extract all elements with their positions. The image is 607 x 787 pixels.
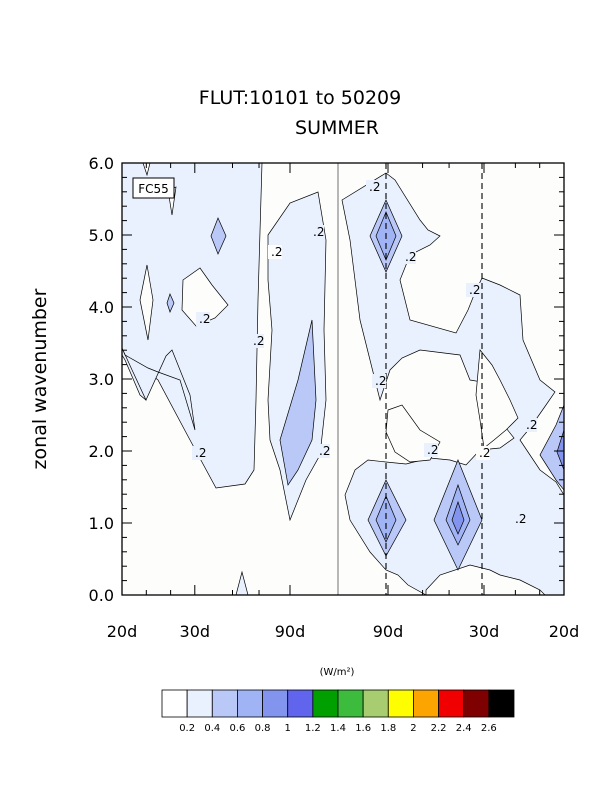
contour-label: .2 (199, 312, 210, 326)
colorbar-swatch (287, 689, 314, 718)
x-tick-label: 90d (373, 622, 404, 641)
colorbar-swatch (211, 689, 238, 718)
contour-labels: .2 .2 .2 .2 .2 .2 .2 .2 .2 .2 .2 .2 .2 .… (192, 180, 537, 526)
colorbar-label: 0.6 (229, 723, 245, 734)
contour-hole (475, 349, 519, 449)
contour-label: .2 (405, 250, 416, 264)
x-tick-label: 20d (549, 622, 580, 641)
colorbar-label: 1.2 (305, 723, 321, 734)
y-tick-label: 4.0 (89, 298, 114, 317)
colorbar-swatch (312, 689, 339, 718)
contour-region (539, 404, 564, 491)
panel-label-box (132, 177, 175, 199)
colorbar: 0.2 0.4 0.6 0.8 1 1.2 1.4 1.6 1.8 2 2.2 2.4 2.6 (161, 689, 515, 734)
contour-region (210, 217, 227, 255)
x-axis: 20d 30d 90d 90d 30d 20d (107, 163, 580, 641)
contour-hole (142, 163, 151, 177)
colorbar-label: 1 (285, 723, 291, 734)
contour-region (235, 570, 249, 595)
chart-title: FLUT:10101 to 50209 (199, 87, 401, 109)
colorbar-swatch (237, 689, 263, 718)
contour-label: .2 (526, 418, 537, 432)
contour-label: .2 (195, 446, 206, 460)
colorbar-swatch (438, 689, 465, 718)
contour-label: .2 (375, 374, 386, 388)
colorbar-swatch (262, 689, 289, 718)
colorbar-swatch (463, 689, 490, 718)
y-tick-label: 5.0 (89, 226, 114, 245)
contour-region (341, 172, 564, 595)
colorbar-swatch (488, 689, 515, 718)
units-label: (W/m²) (320, 667, 355, 678)
chart-subtitle: SUMMER (295, 117, 379, 139)
contour-hole (425, 564, 546, 595)
x-tick-label: 30d (469, 622, 500, 641)
panel-label: FC55 (138, 182, 169, 196)
contour-region (166, 293, 175, 313)
colorbar-swatch (413, 689, 439, 718)
x-tick-label: 30d (180, 622, 211, 641)
x-tick-label: 20d (107, 622, 138, 641)
colorbar-label: 1.4 (330, 723, 346, 734)
y-axis-label: zonal wavenumber (29, 288, 51, 469)
colorbar-label: 2.6 (481, 723, 497, 734)
y-tick-label: 2.0 (89, 442, 114, 461)
colorbar-label: 0.2 (179, 723, 195, 734)
contour-label: .2 (479, 446, 490, 460)
colorbar-label: 0.8 (255, 723, 271, 734)
colorbar-swatch (161, 689, 188, 718)
contour-region (451, 500, 465, 535)
contour-region (122, 347, 196, 431)
contour-fill-layer (122, 163, 564, 595)
colorbar-swatch (362, 689, 389, 718)
colorbar-label: 2.2 (431, 723, 447, 734)
contour-label: .2 (469, 283, 480, 297)
y-tick-label: 3.0 (89, 370, 114, 389)
contour-region (556, 429, 564, 471)
contour-label: .2 (427, 443, 438, 457)
contour-label: .2 (271, 245, 282, 259)
y-tick-label: 0.0 (89, 586, 114, 605)
colorbar-label: 0.4 (204, 723, 220, 734)
contour-label: .2 (313, 225, 324, 239)
colorbar-swatch (387, 689, 414, 718)
colorbar-swatch (186, 689, 213, 718)
contour-label: .2 (319, 444, 330, 458)
colorbar-label: 1.6 (355, 723, 371, 734)
y-axis: 0.0 1.0 2.0 3.0 4.0 5.0 6.0 (89, 154, 564, 605)
contour-label: .2 (253, 334, 264, 348)
colorbar-label: 2.4 (456, 723, 472, 734)
contour-region (122, 163, 263, 489)
contour-hole (139, 264, 154, 341)
colorbar-swatch (337, 689, 364, 718)
x-tick-label: 90d (275, 622, 306, 641)
contour-label: .2 (515, 512, 526, 526)
contour-label: .2 (369, 180, 380, 194)
y-tick-label: 1.0 (89, 514, 114, 533)
colorbar-label: 2 (410, 723, 416, 734)
contour-region (279, 319, 317, 486)
y-tick-label: 6.0 (89, 154, 114, 173)
contour-hole (181, 267, 229, 327)
colorbar-label: 1.8 (380, 723, 396, 734)
